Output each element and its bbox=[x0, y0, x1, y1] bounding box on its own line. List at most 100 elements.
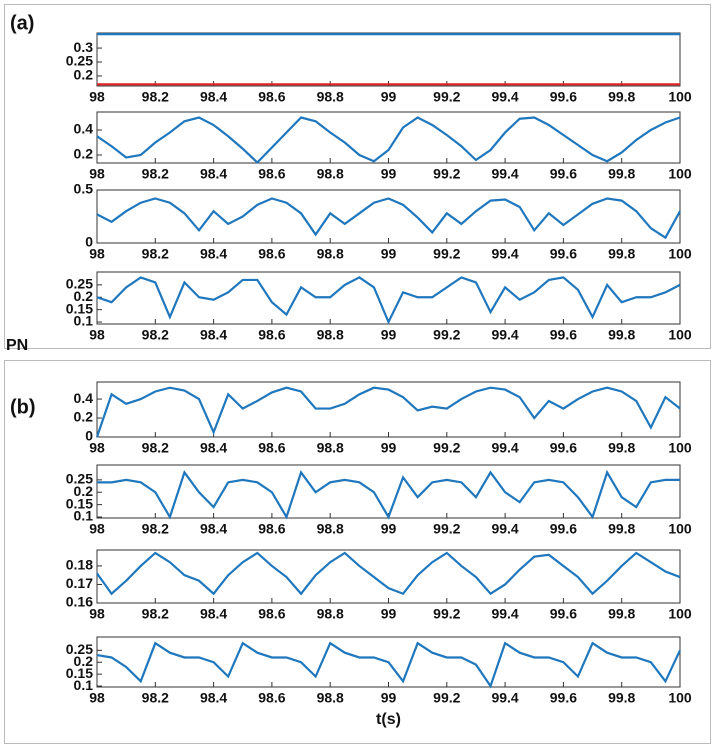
x-tick-label: 99 bbox=[381, 89, 397, 105]
series-line bbox=[96, 641, 681, 689]
series-line bbox=[96, 276, 681, 325]
x-tick-label: 99.2 bbox=[433, 166, 460, 182]
y-tick-label: 0.2 bbox=[74, 67, 94, 83]
y-tick-label: 0.25 bbox=[66, 53, 93, 69]
y-tick-label: 0 bbox=[85, 428, 93, 444]
x-tick-label: 99.8 bbox=[608, 521, 635, 537]
x-tick-label: 98.2 bbox=[142, 606, 169, 622]
x-tick-label: 99.4 bbox=[491, 327, 518, 343]
y-tick-label: 0.5 bbox=[74, 181, 94, 197]
x-tick-label: 99.8 bbox=[608, 166, 635, 182]
x-tick-label: 99.6 bbox=[550, 166, 577, 182]
x-tick-label: 99.6 bbox=[550, 690, 577, 706]
panel-a-frame bbox=[4, 4, 711, 349]
x-tick-label: 99.4 bbox=[491, 440, 518, 456]
x-tick-label: 98.6 bbox=[258, 327, 285, 343]
x-tick-label: 98.8 bbox=[317, 440, 344, 456]
x-tick-label: 98.6 bbox=[258, 89, 285, 105]
y-tick-label: 0.1 bbox=[74, 677, 94, 693]
x-tick-label: 98.2 bbox=[142, 89, 169, 105]
x-tick-label: 98.6 bbox=[258, 521, 285, 537]
x-tick-label: 98.8 bbox=[317, 521, 344, 537]
y-tick-label: 0.16 bbox=[66, 594, 93, 610]
x-tick-label: 99.8 bbox=[608, 690, 635, 706]
x-tick-label: 98 bbox=[89, 521, 105, 537]
x-tick-label: 99.6 bbox=[550, 327, 577, 343]
y-tick-label: 0.3 bbox=[74, 39, 94, 55]
series-line bbox=[96, 197, 681, 240]
panel-b-frame bbox=[4, 360, 711, 744]
x-tick-label: 99.2 bbox=[433, 89, 460, 105]
x-tick-label: 98.2 bbox=[142, 166, 169, 182]
x-tick-label: 100 bbox=[668, 89, 692, 105]
y-tick-label: 0.15 bbox=[66, 665, 93, 681]
x-tick-label: 99.2 bbox=[433, 690, 460, 706]
x-tick-label: 100 bbox=[668, 606, 692, 622]
x-tick-label: 99.6 bbox=[550, 606, 577, 622]
x-tick-label: 98.2 bbox=[142, 327, 169, 343]
axes-box bbox=[96, 464, 681, 519]
x-tick-label: 99.2 bbox=[433, 327, 460, 343]
x-tick-label: 99.2 bbox=[433, 606, 460, 622]
x-tick-label: 98.6 bbox=[258, 166, 285, 182]
x-tick-label: 99.6 bbox=[550, 89, 577, 105]
x-tick-label: 99.4 bbox=[491, 246, 518, 262]
x-tick-label: 98.6 bbox=[258, 606, 285, 622]
x-tick-label: 99 bbox=[381, 440, 397, 456]
y-tick-label: 0.17 bbox=[66, 575, 93, 591]
x-tick-label: 100 bbox=[668, 166, 692, 182]
x-tick-label: 98.2 bbox=[142, 440, 169, 456]
x-tick-label: 100 bbox=[668, 246, 692, 262]
x-tick-label: 98.4 bbox=[200, 327, 227, 343]
x-tick-label: 98.4 bbox=[200, 246, 227, 262]
x-tick-label: 98 bbox=[89, 440, 105, 456]
x-tick-label: 99 bbox=[381, 166, 397, 182]
x-axis-label: t(s) bbox=[376, 711, 401, 728]
x-tick-label: 99 bbox=[381, 521, 397, 537]
x-tick-label: 98.4 bbox=[200, 166, 227, 182]
x-tick-label: 98.4 bbox=[200, 440, 227, 456]
x-tick-label: 99.4 bbox=[491, 521, 518, 537]
x-tick-label: 100 bbox=[668, 521, 692, 537]
x-tick-label: 99.6 bbox=[550, 521, 577, 537]
x-tick-label: 99.8 bbox=[608, 606, 635, 622]
x-tick-label: 98.2 bbox=[142, 246, 169, 262]
x-tick-label: 98 bbox=[89, 246, 105, 262]
x-tick-label: 99.4 bbox=[491, 166, 518, 182]
x-tick-label: 98.4 bbox=[200, 521, 227, 537]
x-tick-label: 98.8 bbox=[317, 606, 344, 622]
x-tick-label: 98.8 bbox=[317, 246, 344, 262]
x-tick-label: 98.4 bbox=[200, 606, 227, 622]
series-line bbox=[96, 116, 681, 165]
x-tick-label: 98.6 bbox=[258, 246, 285, 262]
x-tick-label: 99.8 bbox=[608, 440, 635, 456]
x-tick-label: 100 bbox=[668, 690, 692, 706]
x-tick-label: 98 bbox=[89, 89, 105, 105]
axes-box bbox=[96, 32, 681, 87]
x-tick-label: 99 bbox=[381, 606, 397, 622]
x-tick-label: 99 bbox=[381, 246, 397, 262]
x-tick-label: 99.6 bbox=[550, 246, 577, 262]
x-tick-label: 98.4 bbox=[200, 89, 227, 105]
y-tick-label: 0.15 bbox=[66, 300, 93, 316]
x-tick-label: 98 bbox=[89, 690, 105, 706]
x-tick-label: 100 bbox=[668, 327, 692, 343]
x-tick-label: 99 bbox=[381, 690, 397, 706]
x-tick-label: 99.2 bbox=[433, 246, 460, 262]
x-tick-label: 99.2 bbox=[433, 440, 460, 456]
axes-box bbox=[96, 549, 681, 604]
y-tick-label: 0.18 bbox=[66, 557, 93, 573]
series-line bbox=[97, 469, 680, 520]
x-tick-label: 98.8 bbox=[317, 89, 344, 105]
y-tick-label: 0.1 bbox=[74, 508, 94, 524]
y-tick-label: 0.2 bbox=[74, 146, 94, 162]
x-tick-label: 98.6 bbox=[258, 690, 285, 706]
x-tick-label: 99.8 bbox=[608, 246, 635, 262]
x-tick-label: 98.8 bbox=[317, 690, 344, 706]
x-tick-label: 98.6 bbox=[258, 440, 285, 456]
y-tick-label: 0.2 bbox=[74, 483, 94, 499]
y-tick-label: 0.2 bbox=[74, 409, 94, 425]
y-tick-label: 0 bbox=[85, 234, 93, 250]
x-tick-label: 100 bbox=[668, 440, 692, 456]
